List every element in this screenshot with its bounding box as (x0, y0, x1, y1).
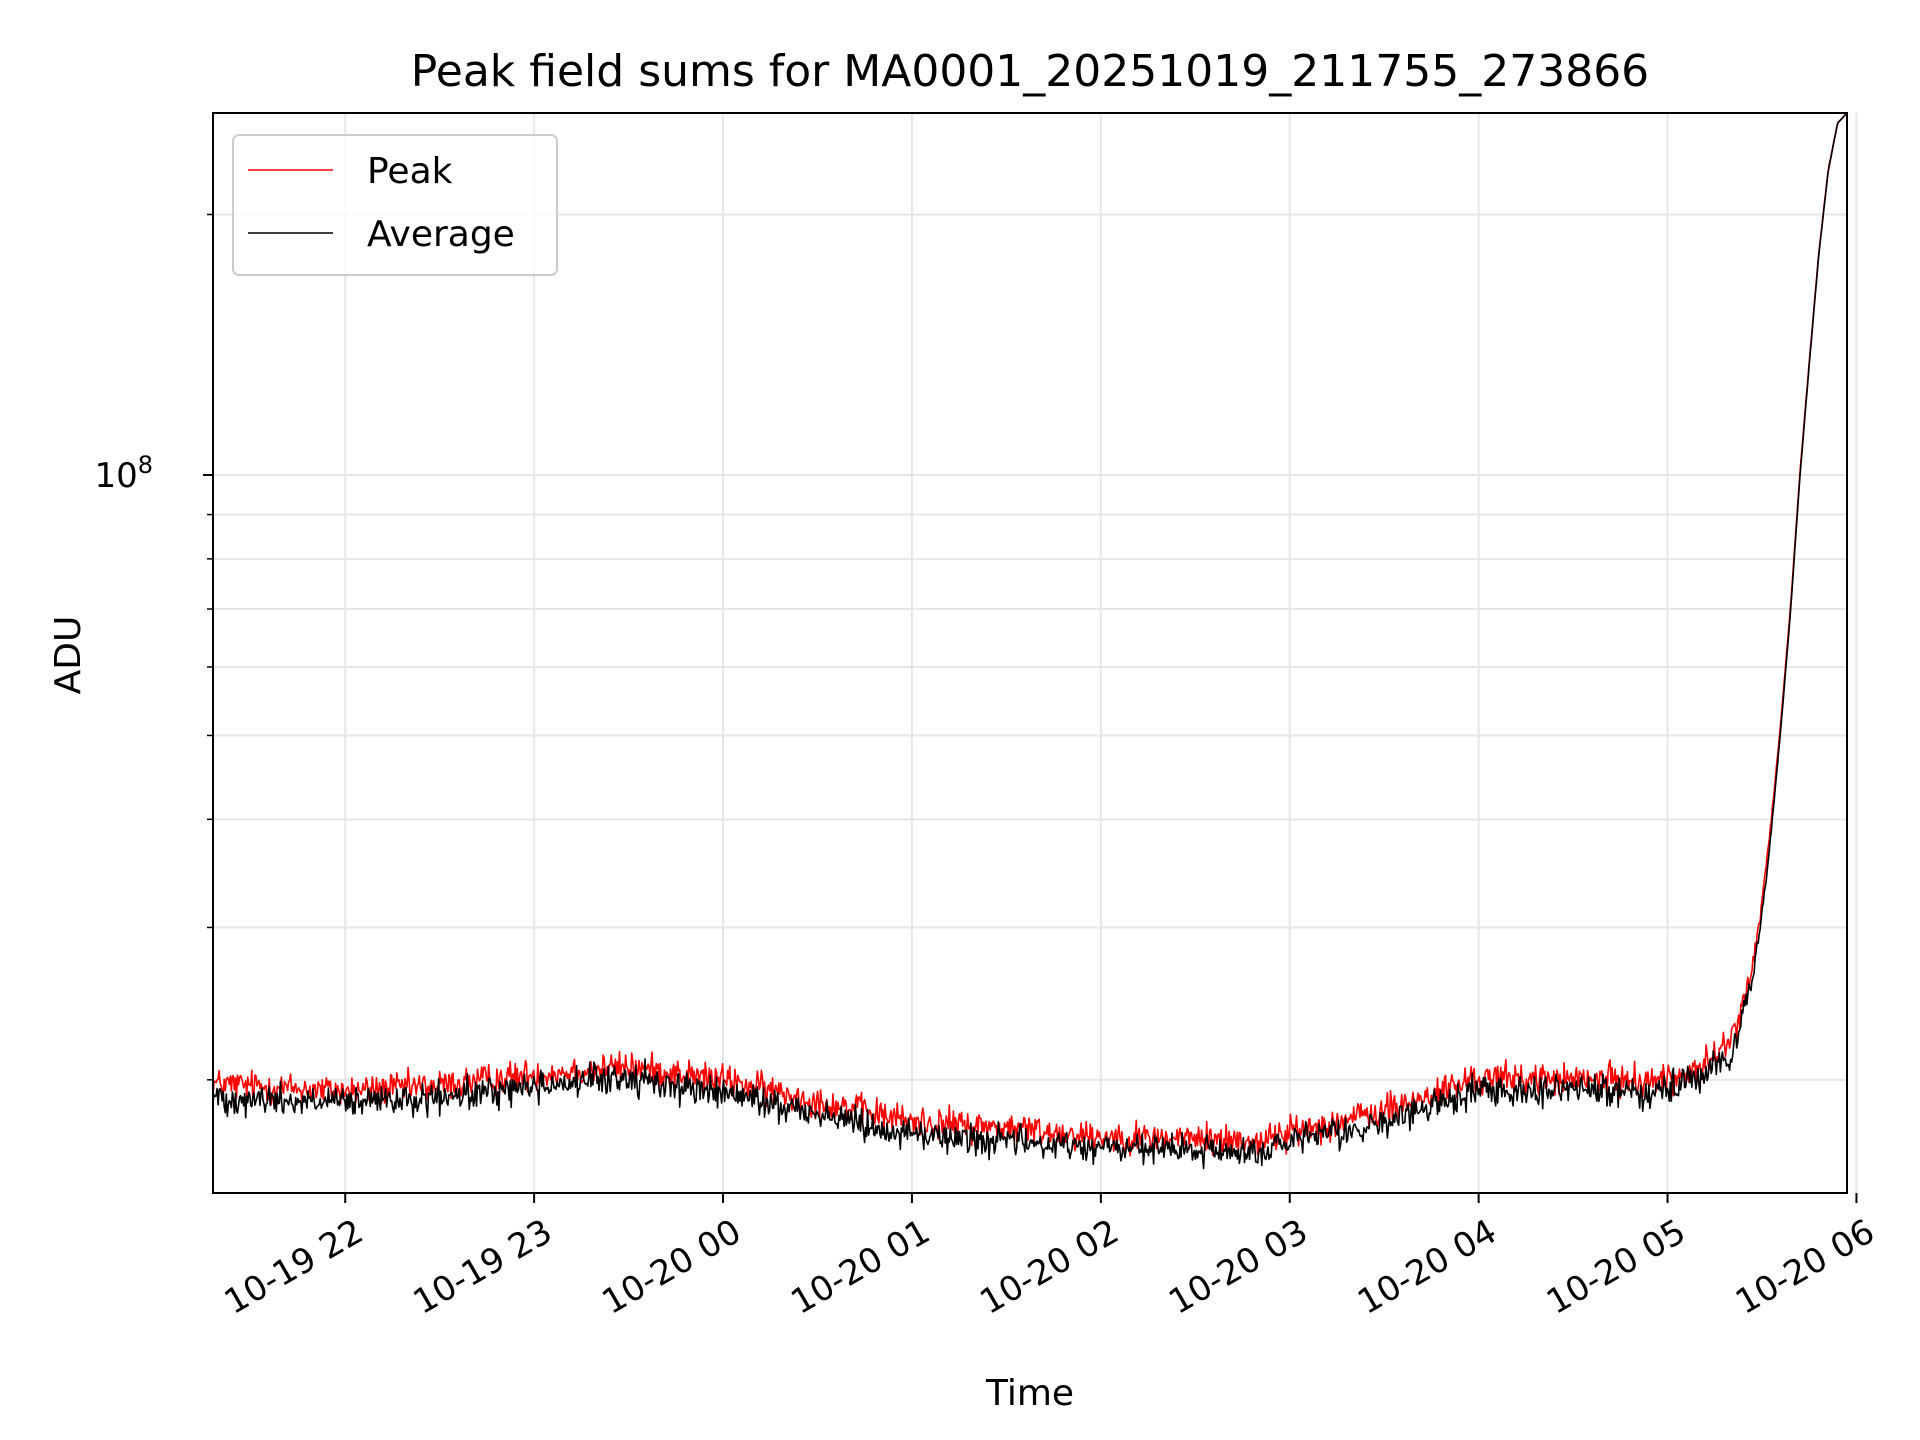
legend-label-peak: Peak (367, 151, 453, 192)
y-tick-label-base: 10 (94, 456, 137, 496)
legend: Peak Average (232, 134, 558, 276)
plot-series (212, 112, 1848, 1170)
x-axis-label: Time (985, 1373, 1074, 1414)
y-tick-label-exponent: 8 (138, 451, 153, 479)
y-tick-label: 108 (94, 451, 153, 496)
legend-label-average: Average (367, 214, 515, 255)
plot-frame (212, 112, 1848, 1194)
series-line-peak (212, 112, 1848, 1159)
series-line-average (212, 112, 1848, 1170)
y-axis-label: ADU (48, 616, 89, 695)
chart-title: Peak field sums for MA0001_20251019_2117… (411, 46, 1649, 97)
